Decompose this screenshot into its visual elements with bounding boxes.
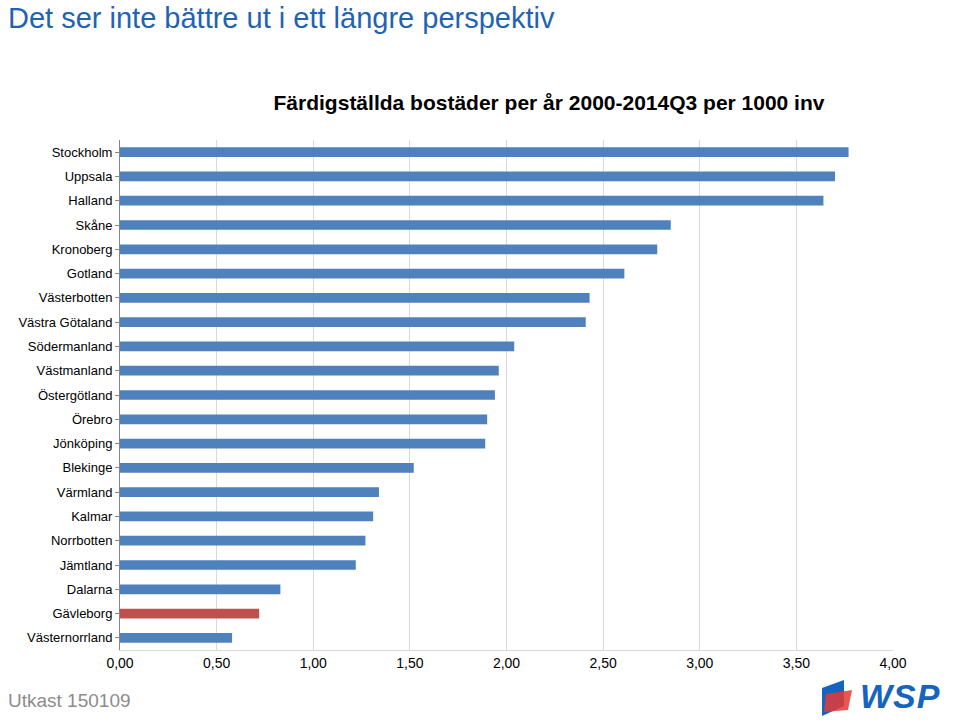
svg-text:Stockholm: Stockholm [52, 145, 113, 160]
svg-text:3,50: 3,50 [783, 655, 810, 671]
svg-text:Norrbotten: Norrbotten [51, 533, 112, 548]
svg-text:Färdigställda bostäder per år: Färdigställda bostäder per år 2000-2014Q… [274, 91, 825, 114]
svg-text:Gotland: Gotland [67, 266, 113, 281]
svg-text:0,00: 0,00 [106, 655, 133, 671]
svg-text:1,50: 1,50 [396, 655, 423, 671]
svg-text:Södermanland: Södermanland [28, 339, 113, 354]
svg-text:2,00: 2,00 [493, 655, 520, 671]
svg-text:Kalmar: Kalmar [71, 509, 113, 524]
svg-text:Örebro: Örebro [72, 412, 112, 427]
html-text:Utkast 150109: Utkast 150109 [8, 690, 131, 711]
html-text:WSP: WSP [860, 677, 941, 715]
svg-text:Halland: Halland [68, 193, 112, 208]
svg-text:Västerbotten: Västerbotten [39, 290, 113, 305]
svg-text:2,50: 2,50 [590, 655, 617, 671]
svg-text:Gävleborg: Gävleborg [52, 606, 112, 621]
svg-text:Västra Götaland: Västra Götaland [18, 315, 112, 330]
svg-text:Blekinge: Blekinge [63, 460, 113, 475]
svg-text:Värmland: Värmland [57, 485, 113, 500]
svg-text:Västernorrland: Västernorrland [27, 630, 112, 645]
svg-text:1,00: 1,00 [300, 655, 327, 671]
svg-text:Uppsala: Uppsala [65, 169, 113, 184]
html-text:Det ser inte bättre ut i ett l: Det ser inte bättre ut i ett längre pers… [8, 2, 555, 34]
svg-text:Skåne: Skåne [76, 218, 113, 233]
svg-text:Jämtland: Jämtland [60, 558, 113, 573]
svg-text:Dalarna: Dalarna [67, 582, 113, 597]
svg-text:0,50: 0,50 [203, 655, 230, 671]
svg-text:Kronoberg: Kronoberg [52, 242, 113, 257]
svg-text:Västmanland: Västmanland [37, 363, 113, 378]
svg-text:Östergötland: Östergötland [38, 388, 112, 403]
svg-text:4,00: 4,00 [879, 655, 906, 671]
svg-text:Jönköping: Jönköping [53, 436, 112, 451]
svg-text:3,00: 3,00 [686, 655, 713, 671]
